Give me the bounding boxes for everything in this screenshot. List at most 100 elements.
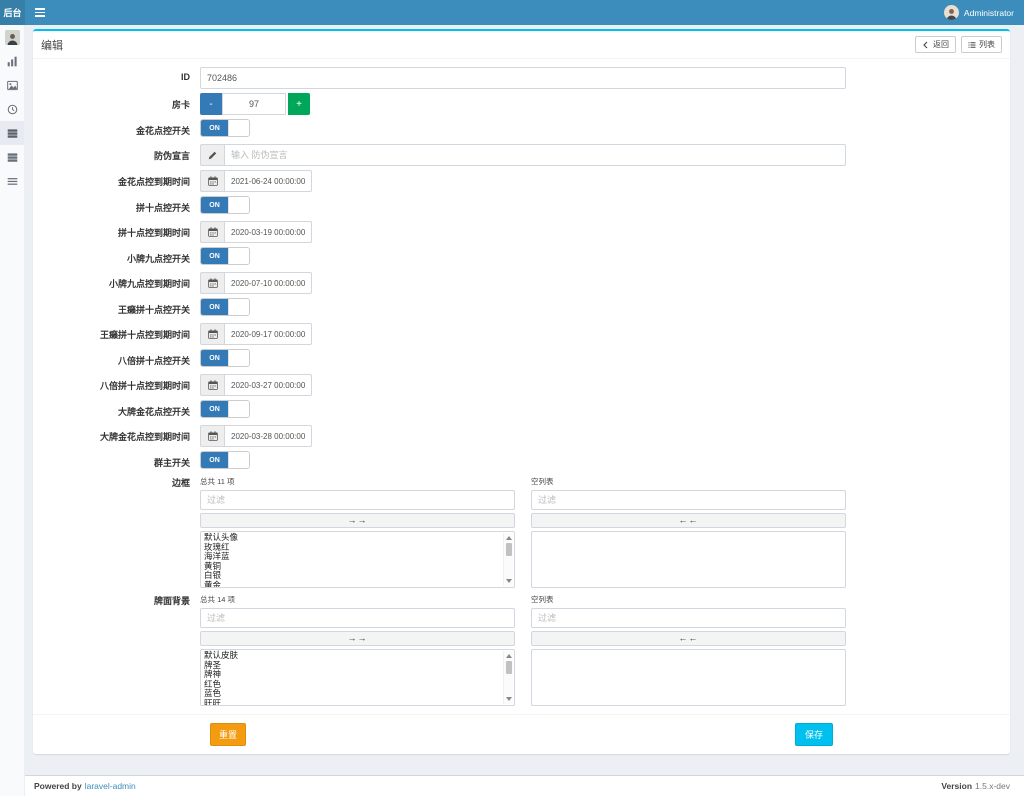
sidebar-item-menu[interactable]: [0, 169, 24, 193]
form-row-anti-fake-slogan: 防伪宣言: [33, 144, 1010, 166]
field-label: 边框: [171, 478, 190, 488]
switch-on-label: ON: [201, 248, 228, 264]
datetime-input[interactable]: [224, 221, 312, 243]
user-menu[interactable]: Administrator: [943, 0, 1024, 25]
box-header: 编辑 返回 列表: [33, 31, 1010, 59]
remove-all-button[interactable]: ←←: [531, 513, 846, 528]
field-label: 金花点控到期时间: [117, 177, 190, 187]
main-content: header description 编辑 返回 列表 ID: [25, 0, 1024, 754]
increment-button[interactable]: +: [288, 93, 310, 115]
available-listbox[interactable]: 默认头像 玫瑰红 海洋蓝 黄铜 白银 黄金: [200, 531, 515, 588]
sidebar-item-tables-active[interactable]: [0, 121, 24, 145]
list-option[interactable]: 默认头像: [204, 532, 239, 542]
list-button[interactable]: 列表: [961, 36, 1002, 53]
sidebar-item-dashboard[interactable]: [0, 49, 24, 73]
sidebar-item-lists[interactable]: [0, 145, 24, 169]
filter-input[interactable]: [200, 608, 515, 628]
remove-all-button[interactable]: ←←: [531, 631, 846, 646]
top-navbar: 后台 Administrator: [0, 0, 1024, 25]
reset-button[interactable]: 重置: [210, 723, 247, 746]
scroll-thumb[interactable]: [505, 543, 512, 556]
field-label: 拼十点控开关: [135, 203, 190, 213]
datetime-input[interactable]: [224, 374, 312, 396]
list-option[interactable]: 蓝色: [204, 688, 222, 699]
duallist-selected: 空列表 ←←: [531, 594, 846, 706]
bars-icon: [7, 177, 17, 185]
list-option[interactable]: 白银: [204, 570, 222, 581]
field-label: 大牌金花点控到期时间: [99, 432, 190, 442]
room-card-input[interactable]: [222, 93, 286, 115]
switch-on-label: ON: [201, 452, 228, 468]
sidebar-item-media[interactable]: [0, 73, 24, 97]
scroll-down-icon[interactable]: [505, 697, 512, 701]
sidebar-item-history[interactable]: [0, 97, 24, 121]
laravel-admin-link[interactable]: laravel-admin: [84, 781, 136, 791]
list-option[interactable]: 牌圣: [204, 659, 222, 670]
brand-logo[interactable]: 后台: [0, 0, 25, 25]
selected-listbox[interactable]: [531, 531, 846, 588]
scrollbar[interactable]: [503, 651, 513, 704]
save-button[interactable]: 保存: [794, 723, 833, 746]
switch-track: [228, 452, 249, 468]
scroll-thumb[interactable]: [505, 661, 512, 674]
list-option[interactable]: 海洋蓝: [204, 551, 230, 562]
move-all-button[interactable]: →→: [200, 513, 515, 528]
sidebar-user-avatar[interactable]: [0, 25, 24, 49]
available-listbox[interactable]: 默认皮肤 牌圣 牌神 红色 蓝色 旺旺: [200, 649, 515, 706]
switch-on-label: ON: [201, 350, 228, 366]
datetime-input[interactable]: [224, 170, 312, 192]
anti-fake-slogan-input[interactable]: [224, 144, 846, 166]
calendar-icon: [200, 221, 224, 243]
datetime-input[interactable]: [224, 425, 312, 447]
pencil-icon: [200, 144, 224, 166]
sidebar: [0, 25, 25, 796]
switch-track: [228, 401, 249, 417]
toggle-switch[interactable]: ON: [200, 400, 250, 418]
filter-input[interactable]: [531, 608, 846, 628]
scroll-up-icon[interactable]: [505, 654, 512, 658]
toggle-switch[interactable]: ON: [200, 349, 250, 367]
field-label: 八倍拼十点控到期时间: [99, 381, 190, 391]
list-option[interactable]: 牌神: [204, 669, 222, 680]
toggle-switch[interactable]: ON: [200, 298, 250, 316]
list-option[interactable]: 旺旺: [204, 697, 222, 706]
form-row-pinshi-expiry: 拼十点控到期时间: [33, 221, 1010, 243]
filter-input[interactable]: [200, 490, 515, 510]
list-icon: [7, 128, 17, 138]
list-option[interactable]: 玫瑰红: [204, 541, 230, 552]
field-label: 房卡: [171, 100, 190, 110]
field-label: 群主开关: [153, 458, 190, 468]
scroll-up-icon[interactable]: [505, 536, 512, 540]
sidebar-toggle-icon[interactable]: [25, 0, 55, 25]
list-option[interactable]: 黄金: [204, 579, 222, 588]
filter-input[interactable]: [531, 490, 846, 510]
scroll-down-icon[interactable]: [505, 579, 512, 583]
decrement-button[interactable]: -: [200, 93, 222, 115]
calendar-icon: [200, 272, 224, 294]
toggle-switch[interactable]: ON: [200, 119, 250, 137]
duallist-available: 总共 11 项 →→ 默认头像 玫瑰红 海洋蓝 黄铜 白银 黄金: [200, 476, 515, 588]
form-row-jinhua-expiry: 金花点控到期时间: [33, 170, 1010, 192]
list-option[interactable]: 红色: [204, 678, 222, 689]
datetime-input[interactable]: [224, 323, 312, 345]
edit-form: ID 房卡 - + 金花点控开关 ON: [33, 59, 1010, 714]
available-count: 总共 14 项: [200, 595, 236, 604]
form-row-paijiu-switch: 小牌九点控开关 ON: [33, 247, 1010, 265]
list-option[interactable]: 黄铜: [204, 560, 222, 571]
duallist-selected: 空列表 ←←: [531, 476, 846, 588]
available-count: 总共 11 项: [200, 477, 235, 486]
move-all-button[interactable]: →→: [200, 631, 515, 646]
list-option[interactable]: 默认皮肤: [204, 650, 239, 660]
id-input[interactable]: [200, 67, 846, 89]
user-avatar-icon: [4, 29, 20, 45]
back-button[interactable]: 返回: [915, 36, 956, 53]
number-spinner: - +: [200, 93, 846, 115]
datetime-input[interactable]: [224, 272, 312, 294]
user-avatar: [943, 5, 959, 20]
toggle-switch[interactable]: ON: [200, 451, 250, 469]
selected-listbox[interactable]: [531, 649, 846, 706]
toggle-switch[interactable]: ON: [200, 196, 250, 214]
scrollbar[interactable]: [503, 533, 513, 586]
list-button-label: 列表: [979, 40, 995, 49]
toggle-switch[interactable]: ON: [200, 247, 250, 265]
